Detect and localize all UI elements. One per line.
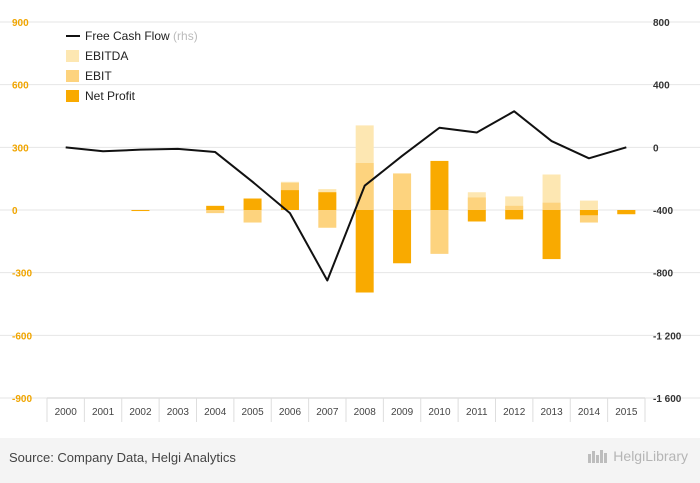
x-tick-label: 2010: [428, 407, 451, 418]
legend-net-profit-swatch: [66, 90, 79, 102]
x-tick-label: 2006: [279, 407, 302, 418]
net-profit-bar: [542, 210, 561, 260]
grid-lines: [0, 21, 700, 399]
x-tick-label: 2012: [503, 407, 526, 418]
right-tick-label: -1 600: [653, 394, 682, 405]
ebit-bar: [467, 197, 486, 210]
net-profit-bar: [505, 210, 524, 220]
right-tick-label: 400: [653, 81, 670, 92]
x-tick-label: 2008: [354, 407, 377, 418]
right-tick-label: -1 200: [653, 331, 682, 342]
ebit-bar: [505, 205, 524, 210]
fcf-line-path: [65, 110, 627, 282]
ebitda-bar: [579, 200, 598, 210]
left-tick-label: 900: [12, 18, 29, 29]
x-tick-label: 2007: [316, 407, 339, 418]
right-axis: 800 400 0 -400 -800 -1 200 -1 600: [653, 18, 682, 405]
ebit-bar: [542, 202, 561, 210]
net-profit-bar: [467, 210, 486, 222]
x-tick-label: 2003: [167, 407, 190, 418]
net-profit-bar: [280, 190, 299, 210]
net-profit-bar: [355, 210, 374, 293]
net-profit-bar: [393, 210, 412, 264]
legend-ebitda-swatch: [66, 50, 79, 62]
legend-fcf-suffix: (rhs): [173, 29, 198, 43]
x-tick-label: 2004: [204, 407, 227, 418]
fcf-line: [65, 110, 627, 282]
bar-series: [131, 125, 636, 293]
left-tick-label: 0: [12, 206, 18, 217]
right-tick-label: 800: [653, 18, 670, 29]
right-tick-label: 0: [653, 143, 659, 154]
legend: Free Cash Flow (rhs) EBITDA EBIT Net Profit: [66, 29, 198, 103]
legend-ebit-swatch: [66, 70, 79, 82]
net-profit-bar: [617, 210, 636, 215]
footer-bar: [0, 438, 700, 483]
ebitda-bar: [542, 174, 561, 210]
net-profit-bar: [430, 160, 449, 210]
left-tick-label: -600: [12, 331, 32, 342]
net-profit-bar: [206, 205, 225, 210]
left-tick-label: 300: [12, 143, 29, 154]
x-tick-label: 2001: [92, 407, 115, 418]
x-tick-label: 2011: [466, 407, 488, 418]
ebit-bar: [206, 210, 225, 214]
x-tick-label: 2009: [391, 407, 414, 418]
ebit-bar: [393, 173, 412, 210]
x-tick-label: 2015: [615, 407, 638, 418]
brand-logo: HelgiLibrary: [587, 448, 688, 464]
net-profit-bar: [579, 210, 598, 216]
right-tick-label: -400: [653, 206, 673, 217]
source-text: Source: Company Data, Helgi Analytics: [9, 450, 236, 465]
x-tick-label: 2000: [55, 407, 78, 418]
left-tick-label: 600: [12, 81, 29, 92]
ebit-bar: [243, 210, 262, 223]
ebit-bar: [318, 210, 337, 228]
legend-net-profit-label: Net Profit: [85, 89, 136, 103]
x-tick-label: 2002: [129, 407, 152, 418]
net-profit-bar: [318, 192, 337, 210]
x-axis: 2000 2001 2002 2003 2004 2005 2006 2007 2008 2009…: [46, 398, 646, 422]
ebit-bar: [430, 210, 449, 254]
left-axis: 900 600 300 0 -300 -600 -900: [12, 18, 32, 405]
library-icon: [588, 450, 608, 463]
x-tick-label: 2013: [540, 407, 563, 418]
net-profit-bar: [131, 210, 150, 212]
x-tick-label: 2014: [578, 407, 601, 418]
brand-text: HelgiLibrary: [613, 448, 688, 464]
net-profit-bar: [243, 198, 262, 210]
left-tick-label: -300: [12, 269, 32, 280]
right-tick-label: -800: [653, 269, 673, 280]
legend-ebit-label: EBIT: [85, 69, 112, 83]
x-tick-label: 2005: [241, 407, 264, 418]
left-tick-label: -900: [12, 394, 32, 405]
legend-ebitda-label: EBITDA: [85, 49, 128, 63]
legend-fcf-label: Free Cash Flow (rhs): [85, 29, 198, 43]
